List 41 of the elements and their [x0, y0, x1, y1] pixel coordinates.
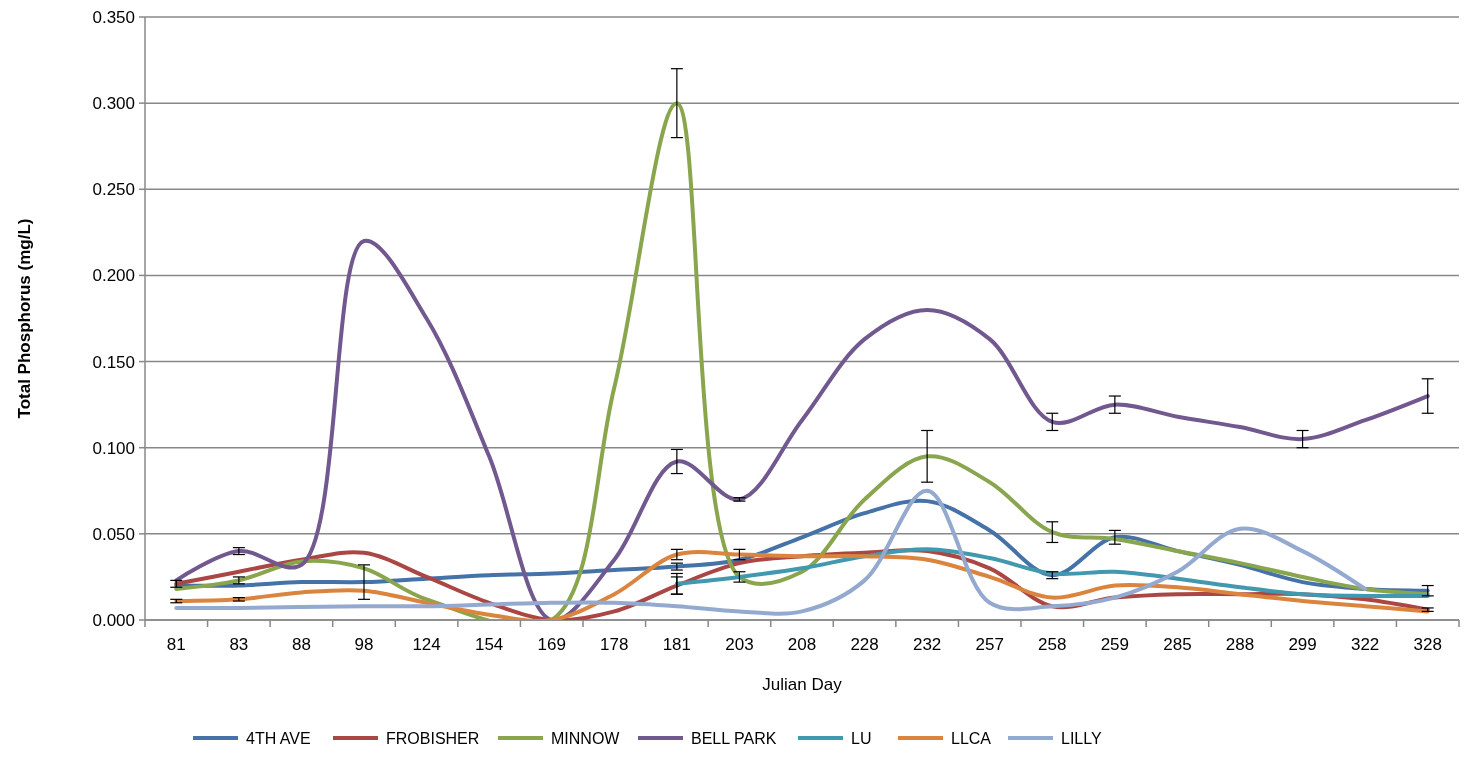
x-tick-label: 259	[1100, 635, 1130, 654]
x-tick-label: 178	[600, 635, 629, 654]
legend-label: LLCA	[951, 729, 992, 747]
x-tick-label: 232	[912, 635, 942, 654]
legend-label: LILLY	[1061, 729, 1102, 747]
x-tick-label: 228	[850, 635, 879, 654]
x-tick-label: 98	[354, 635, 374, 654]
line-series	[674, 547, 1430, 598]
x-tick-label: 328	[1413, 635, 1442, 654]
legend-label: 4TH AVE	[246, 729, 311, 747]
x-tick-label: 81	[166, 635, 186, 654]
x-tick-label: 257	[975, 635, 1004, 654]
y-tick-label: 0.150	[92, 352, 135, 372]
line-series	[174, 101, 1430, 620]
legend-label: BELL PARK	[691, 729, 777, 747]
y-tick-label: 0.050	[92, 524, 135, 544]
y-tick-label: 0.250	[92, 180, 135, 200]
x-tick-label: 124	[412, 635, 441, 654]
x-axis-title: Julian Day	[762, 675, 843, 694]
legend-label: LU	[851, 729, 872, 747]
x-tick-label: 322	[1350, 635, 1380, 654]
y-tick-label: 0.200	[92, 266, 135, 286]
x-tick-label: 88	[291, 635, 311, 654]
y-tick-label: 0.300	[92, 94, 135, 114]
legend-label: FROBISHER	[386, 729, 480, 747]
x-tick-label: 258	[1038, 635, 1067, 654]
x-tick-label: 154	[474, 635, 504, 654]
x-tick-label: 285	[1163, 635, 1192, 654]
x-tick-label: 203	[725, 635, 754, 654]
legend-label: MINNOW	[551, 729, 621, 747]
y-axis-title: Total Phosphorus (mg/L)	[15, 218, 34, 419]
x-tick-label: 181	[662, 635, 692, 654]
x-tick-label: 169	[537, 635, 566, 654]
line-series	[174, 238, 1430, 620]
x-tick-label: 288	[1225, 635, 1255, 654]
x-tick-label: 83	[229, 635, 249, 654]
x-tick-label: 208	[787, 635, 817, 654]
y-tick-label: 0.100	[92, 438, 135, 458]
x-tick-label: 299	[1288, 635, 1317, 654]
y-tick-label: 0.350	[92, 7, 135, 27]
y-tick-label: 0.000	[92, 610, 135, 630]
